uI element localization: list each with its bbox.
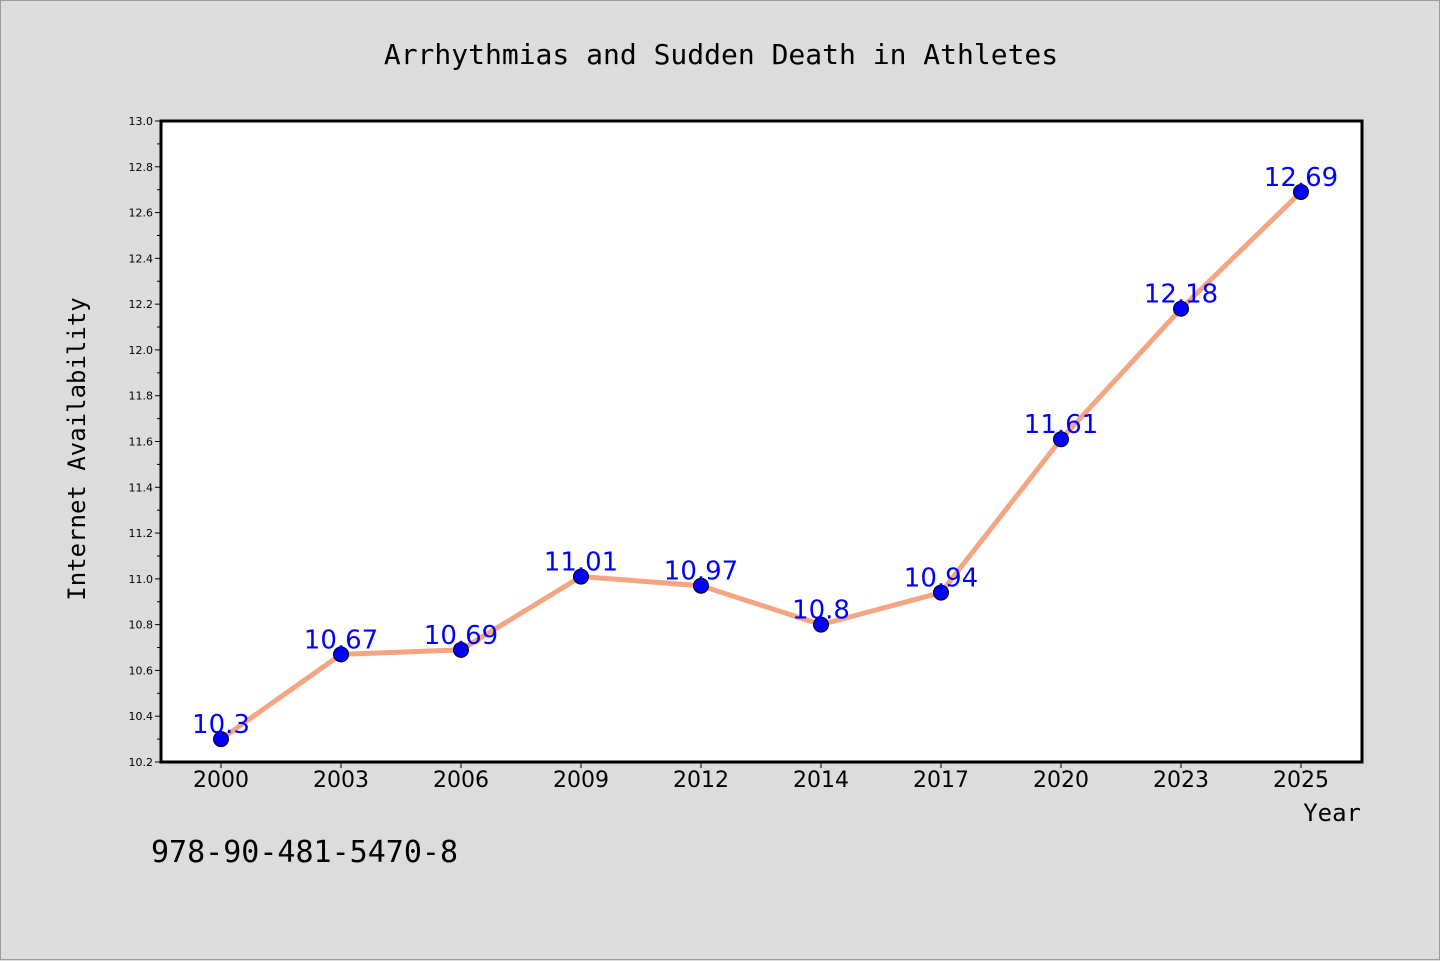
data-point	[333, 646, 349, 663]
x-axis: 2000 2003 2006 2009 2012 2014 2017 2020 2023 2025	[193, 762, 1329, 793]
y-axis-label: Internet Availability	[63, 297, 91, 600]
data-label: 12.18	[1144, 280, 1218, 310]
data-point	[1293, 183, 1309, 200]
data-point	[693, 577, 709, 594]
x-tick-label: 2006	[433, 768, 489, 793]
x-tick-label: 2017	[913, 768, 969, 793]
data-point	[1053, 431, 1069, 448]
y-tick-label: 10.8	[129, 619, 154, 632]
x-tick-label: 2023	[1153, 768, 1209, 793]
data-label: 10.69	[424, 621, 498, 651]
data-label: 10.94	[904, 564, 978, 594]
y-tick-label: 11.0	[129, 573, 154, 586]
y-tick-label: 12.4	[129, 252, 154, 265]
data-point	[933, 584, 949, 601]
x-tick-label: 2009	[553, 768, 609, 793]
y-tick-label: 12.2	[129, 298, 154, 311]
data-label: 11.61	[1024, 410, 1098, 440]
data-point	[1173, 300, 1189, 317]
y-tick-label: 10.6	[129, 664, 154, 677]
x-tick-label: 2003	[313, 768, 369, 793]
data-point	[573, 568, 589, 585]
data-label: 12.69	[1264, 163, 1338, 193]
data-label: 10.8	[792, 596, 850, 626]
y-tick-label: 13.0	[129, 115, 154, 128]
series-line	[219, 190, 1303, 742]
y-tick-label: 11.6	[129, 436, 154, 449]
y-tick-label: 12.6	[129, 207, 154, 220]
x-tick-label: 2020	[1033, 768, 1089, 793]
y-tick-label: 11.4	[129, 481, 154, 494]
plot-area	[159, 119, 1364, 764]
chart-title: Arrhythmias and Sudden Death in Athletes	[384, 38, 1058, 71]
data-label: 10.97	[664, 557, 738, 587]
y-tick-label: 10.2	[129, 756, 154, 769]
x-axis-label: Year	[1303, 799, 1361, 827]
x-tick-label: 2025	[1273, 768, 1329, 793]
y-tick-label: 10.4	[129, 710, 154, 723]
isbn-text: 978-90-481-5470-8	[151, 835, 459, 870]
data-label: 11.01	[544, 548, 618, 578]
data-point	[453, 641, 469, 658]
x-tick-label: 2014	[793, 768, 849, 793]
series-group: 10.3 10.67 10.69 11.01 10.97 10.8 10.94 11.61 12…	[192, 163, 1338, 748]
y-tick-label: 11.8	[129, 390, 154, 403]
x-tick-label: 2012	[673, 768, 729, 793]
x-tick-label: 2000	[193, 768, 249, 793]
data-label: 10.67	[304, 625, 378, 655]
data-label: 10.3	[192, 710, 250, 740]
y-tick-label: 12.8	[129, 161, 154, 174]
y-tick-label: 12.0	[129, 344, 154, 357]
y-tick-label: 11.2	[129, 527, 154, 540]
y-axis: 10.2 10.4 10.6 10.8 11.0 11.2 11.4 11.6 11.8 12.0…	[129, 115, 161, 769]
data-point	[813, 616, 829, 633]
data-point	[213, 731, 229, 748]
